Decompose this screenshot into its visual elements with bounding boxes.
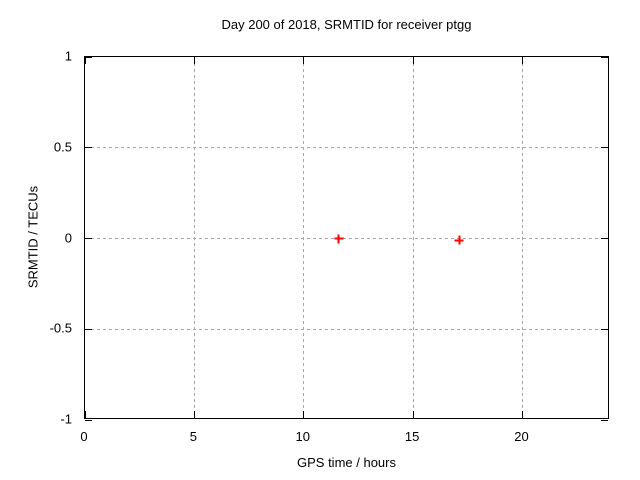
data-point-marker [334, 234, 344, 243]
x-tick-label: 10 [295, 429, 310, 444]
y-tick-label: -0.5 [49, 320, 72, 336]
x-tick-mark [522, 57, 523, 64]
x-tick-mark [193, 57, 195, 64]
y-tick-mark [85, 238, 92, 239]
plot-area [84, 56, 609, 421]
x-tick-mark [84, 57, 86, 64]
x-tick-mark [412, 411, 414, 418]
x-tick-mark [522, 411, 523, 418]
x-tick-label: 5 [189, 429, 197, 444]
y-tick-label: 1 [64, 48, 72, 64]
marker-vertical-stroke [337, 234, 340, 243]
x-tick-mark [412, 57, 414, 64]
y-tick-label: 0 [64, 230, 72, 245]
x-tick-mark [303, 57, 305, 64]
y-tick-mark [601, 147, 608, 149]
y-tick-mark [601, 419, 608, 421]
grid-line-horizontal [85, 328, 608, 330]
y-tick-mark [85, 419, 92, 421]
x-tick-label: 15 [404, 429, 420, 444]
y-tick-label: -1 [60, 411, 72, 427]
x-tick-mark [193, 411, 195, 418]
grid-line-vertical [193, 57, 195, 418]
marker-vertical-stroke [458, 235, 461, 245]
y-tick-mark [85, 147, 92, 149]
y-tick-mark [601, 328, 608, 330]
chart-title: Day 200 of 2018, SRMTID for receiver ptg… [221, 17, 472, 32]
x-axis-label: GPS time / hours [297, 455, 396, 470]
x-tick-mark [84, 411, 86, 418]
grid-line-vertical [412, 57, 414, 418]
y-tick-mark [85, 56, 92, 58]
x-tick-mark [303, 411, 305, 418]
y-tick-mark [601, 56, 608, 58]
data-point-marker [454, 235, 464, 245]
y-tick-mark [85, 328, 92, 330]
x-tick-label: 20 [514, 429, 529, 444]
x-tick-label: 0 [80, 429, 88, 444]
grid-line-horizontal [85, 147, 608, 149]
y-tick-mark [601, 238, 608, 239]
grid-line-horizontal [85, 238, 608, 239]
y-tick-label: 0.5 [53, 139, 72, 155]
grid-line-vertical [303, 57, 305, 418]
grid-line-vertical [522, 57, 523, 418]
